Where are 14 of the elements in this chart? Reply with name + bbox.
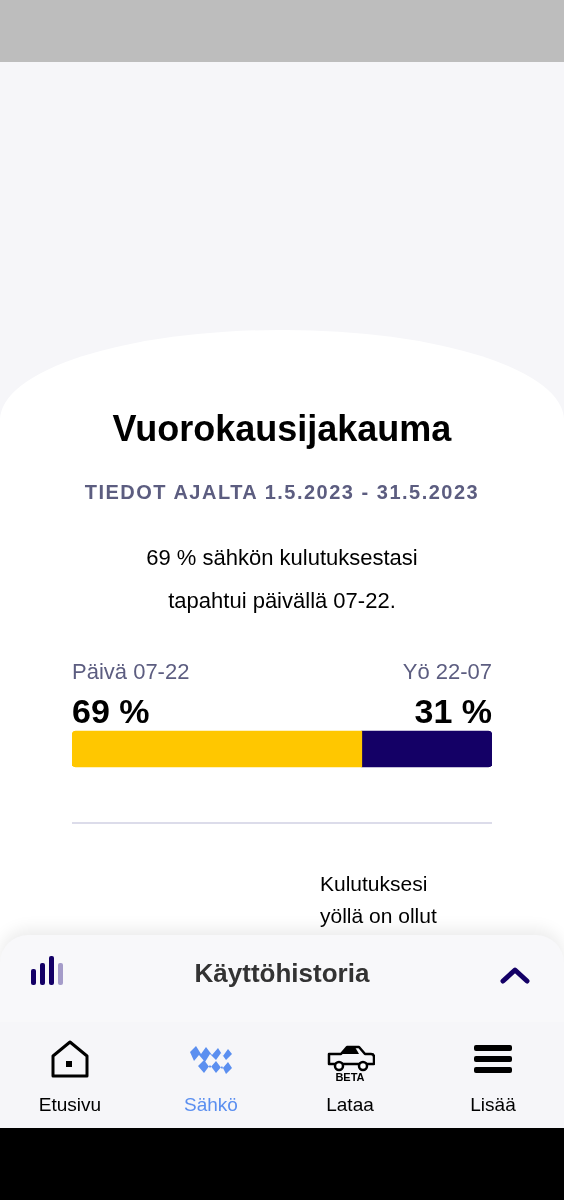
chart-title: Vuorokausijakauma <box>111 408 453 450</box>
chart-subtitle: TIEDOT AJALTA 1.5.2023 - 31.5.2023 <box>83 481 481 504</box>
text: Päivä 07-22 <box>72 659 190 684</box>
text: Sähkö <box>183 1094 239 1116</box>
text: 69 % sähkön kulutuksestasi tapahtui päivällä 07-22. <box>145 544 419 615</box>
text: Etusivu <box>37 1094 103 1116</box>
text: Lisää <box>469 1094 517 1116</box>
text: BETA <box>334 1071 366 1083</box>
text: Yö 22-07 <box>402 659 492 684</box>
text: Lataa <box>325 1094 375 1116</box>
text: Kulutuksesi yöllä on ollut <box>320 871 438 929</box>
data-label: 69 % <box>72 692 150 730</box>
data-label: 31 % <box>414 692 492 730</box>
text: Käyttöhistoria <box>193 958 371 989</box>
